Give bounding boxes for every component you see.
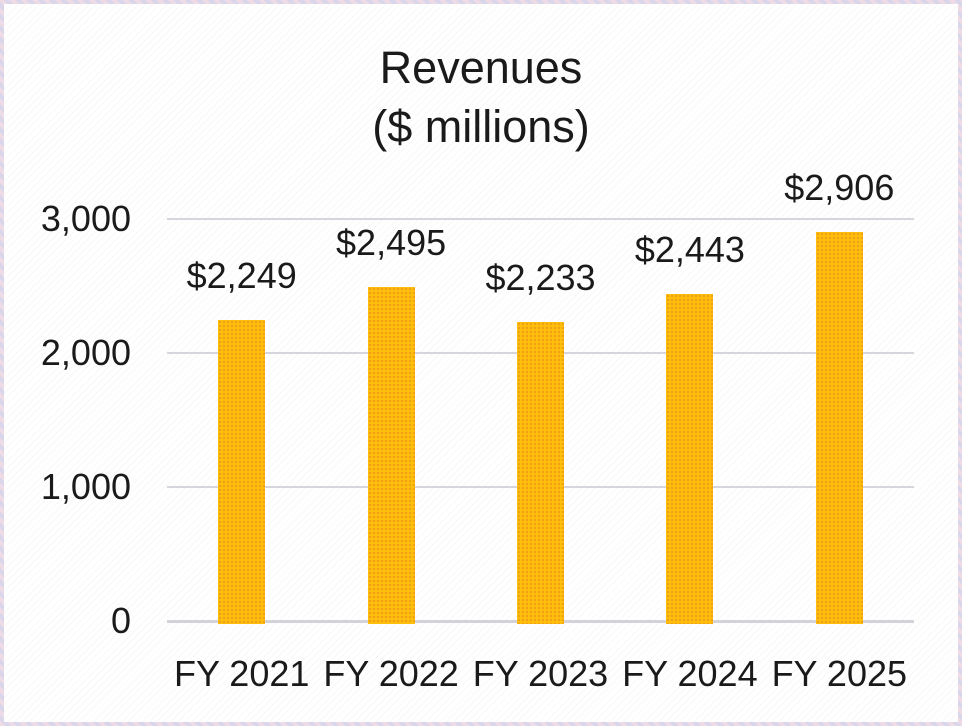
bar-fy-2023 — [517, 321, 564, 624]
bar-value-label: $2,249 — [186, 254, 297, 296]
bar-fy-2022 — [367, 286, 415, 624]
y-axis-tick-label: 3,000 — [40, 198, 131, 239]
plot-area: 0 1,000 2,000 3,000 $2,249 FY 2021 $2,495 FY 20… — [4, 4, 958, 722]
bar-value-label: $2,906 — [784, 166, 895, 208]
x-axis-category-label: FY 2024 — [622, 653, 758, 694]
x-axis-category-label: FY 2022 — [323, 653, 459, 694]
bar-fy-2021 — [218, 319, 266, 624]
bar-fy-2025 — [815, 231, 863, 624]
x-axis-category-label: FY 2021 — [173, 653, 310, 694]
bar-value-label: $2,443 — [634, 228, 745, 270]
y-axis-tick-label: 2,000 — [40, 332, 131, 373]
chart-title: Revenues ($ millions) — [372, 42, 590, 152]
gridline — [167, 218, 914, 220]
bar-fy-2024 — [666, 293, 714, 624]
bar-value-label: $2,233 — [485, 256, 596, 298]
x-axis-category-label: FY 2025 — [771, 653, 908, 694]
bar-value-label: $2,495 — [336, 221, 447, 263]
x-axis-category-label: FY 2023 — [472, 653, 609, 694]
y-axis-tick-label: 0 — [110, 600, 131, 641]
y-axis-tick-label: 1,000 — [40, 466, 131, 507]
